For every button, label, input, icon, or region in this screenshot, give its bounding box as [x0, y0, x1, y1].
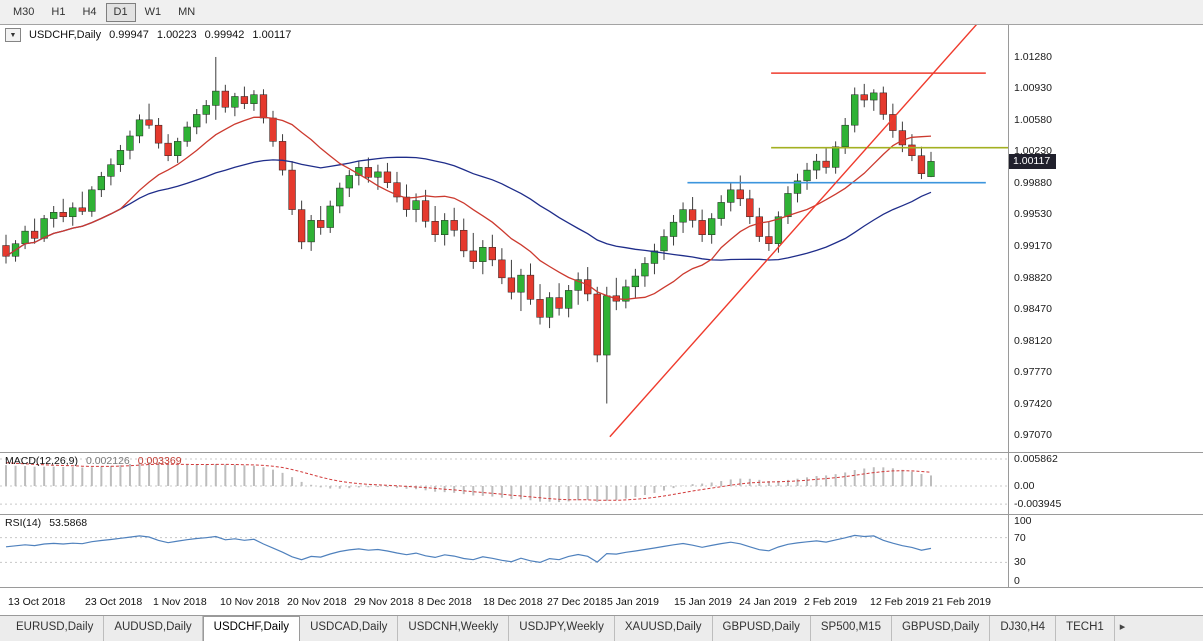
price-axis-label: 1.01280 — [1014, 51, 1052, 63]
date-axis-label: 18 Dec 2018 — [483, 596, 543, 608]
current-price-tag: 1.00117 — [1009, 154, 1057, 169]
date-axis-label: 29 Nov 2018 — [354, 596, 414, 608]
chart-tab-usdjpy-weekly[interactable]: USDJPY,Weekly — [509, 616, 615, 641]
date-axis-label: 23 Oct 2018 — [85, 596, 143, 608]
price-axis-label: 0.99880 — [1014, 177, 1052, 189]
timeframe-button-m30[interactable]: M30 — [5, 3, 42, 22]
chart-tab-usdchf-daily[interactable]: USDCHF,Daily — [202, 616, 301, 641]
date-axis-label: 13 Oct 2018 — [8, 596, 66, 608]
chart-tab-audusd-daily[interactable]: AUDUSD,Daily — [104, 616, 203, 641]
rsi-axis-label: 100 — [1014, 515, 1032, 527]
rsi-label: RSI(14) 53.5868 — [5, 517, 87, 529]
price-axis-label: 0.97070 — [1014, 429, 1052, 441]
date-axis-label: 15 Jan 2019 — [674, 596, 732, 608]
timeframe-button-w1[interactable]: W1 — [137, 3, 170, 22]
price-chart-canvas[interactable] — [0, 25, 1008, 452]
timeframe-button-mn[interactable]: MN — [170, 3, 203, 22]
chart-tab-gbpusd-daily[interactable]: GBPUSD,Daily — [713, 616, 811, 641]
chart-tab-sp500-m15[interactable]: SP500,M15 — [811, 616, 892, 641]
date-axis-label: 10 Nov 2018 — [220, 596, 280, 608]
chart-tab-gbpusd-daily[interactable]: GBPUSD,Daily — [892, 616, 991, 641]
macd-label: MACD(12,26,9) 0.002126 0.003369 — [5, 455, 182, 467]
rsi-indicator-panel: RSI(14) 53.5868 100 70 30 0 — [0, 515, 1203, 588]
ohlc-high: 1.00223 — [156, 29, 197, 41]
tab-scroll-right-icon[interactable]: ▸ — [1119, 621, 1126, 633]
timeframe-button-h1[interactable]: H1 — [43, 3, 73, 22]
price-axis-label: 1.00580 — [1014, 114, 1052, 126]
ohlc-close: 1.00117 — [252, 29, 292, 41]
price-axis-label: 0.97770 — [1014, 366, 1052, 378]
macd-axis-label: 0.00 — [1014, 480, 1035, 492]
chart-tab-usdcad-daily[interactable]: USDCAD,Daily — [300, 616, 399, 641]
macd-signal-value: 0.003369 — [137, 455, 182, 467]
macd-name: MACD(12,26,9) — [5, 455, 78, 467]
date-axis-label: 8 Dec 2018 — [418, 596, 472, 608]
rsi-axis-label: 30 — [1014, 556, 1026, 568]
price-axis-label: 0.98470 — [1014, 303, 1052, 315]
macd-main-value: 0.002126 — [85, 455, 130, 467]
ohlc-open: 0.99947 — [109, 29, 149, 41]
date-axis[interactable]: 13 Oct 2018 23 Oct 2018 1 Nov 2018 10 Nov 2… — [0, 588, 1203, 616]
rsi-axis: 100 70 30 0 — [1008, 515, 1203, 587]
timeframe-toolbar: M30 H1 H4 D1 W1 MN — [0, 0, 1203, 25]
chart-tab-bar: EURUSD,Daily AUDUSD,Daily USDCHF,Daily USDC… — [0, 616, 1203, 641]
price-chart-panel: ▼ USDCHF,Daily 0.99947 1.00223 0.99942 1… — [0, 25, 1203, 453]
macd-axis: 0.005862 0.00 -0.003945 — [1008, 453, 1203, 514]
chart-dropdown-button[interactable]: ▼ — [5, 28, 21, 42]
price-axis-label: 0.97420 — [1014, 398, 1052, 410]
chart-tab-eurusd-daily[interactable]: EURUSD,Daily — [6, 616, 105, 641]
date-axis-label: 27 Dec 2018 — [547, 596, 607, 608]
date-axis-label: 24 Jan 2019 — [739, 596, 797, 608]
macd-axis-label: 0.005862 — [1014, 453, 1058, 465]
chart-tab-xauusd-daily[interactable]: XAUUSD,Daily — [615, 616, 713, 641]
rsi-axis-label: 0 — [1014, 575, 1020, 587]
price-axis-label: 0.99170 — [1014, 240, 1052, 252]
rsi-axis-label: 70 — [1014, 532, 1026, 544]
date-axis-label: 5 Jan 2019 — [607, 596, 659, 608]
macd-indicator-panel: MACD(12,26,9) 0.002126 0.003369 0.005862… — [0, 453, 1203, 515]
chart-tab-usdcnh-weekly[interactable]: USDCNH,Weekly — [398, 616, 510, 641]
rsi-canvas[interactable] — [0, 515, 1008, 587]
macd-canvas[interactable] — [0, 453, 1008, 514]
price-axis-label: 0.99530 — [1014, 208, 1052, 220]
timeframe-button-d1[interactable]: D1 — [105, 2, 136, 22]
price-axis-label: 1.00930 — [1014, 82, 1052, 94]
chart-ohlc-label: ▼ USDCHF,Daily 0.99947 1.00223 0.99942 1… — [5, 28, 291, 42]
date-axis-label: 21 Feb 2019 — [932, 596, 991, 608]
ohlc-low: 0.99942 — [204, 29, 245, 41]
timeframe-button-h4[interactable]: H4 — [74, 3, 104, 22]
date-axis-label: 12 Feb 2019 — [870, 596, 929, 608]
date-axis-label: 1 Nov 2018 — [153, 596, 207, 608]
price-axis: 1.01280 1.00930 1.00580 1.00230 0.99880 0.995… — [1008, 25, 1203, 452]
chart-tab-dj30-h4[interactable]: DJ30,H4 — [990, 616, 1057, 641]
chart-symbol-label: USDCHF,Daily — [29, 29, 102, 41]
chart-tab-tech1[interactable]: TECH1 — [1056, 616, 1115, 641]
rsi-name: RSI(14) — [5, 517, 42, 529]
date-axis-label: 20 Nov 2018 — [287, 596, 347, 608]
rsi-value: 53.5868 — [49, 517, 88, 529]
price-axis-label: 0.98820 — [1014, 272, 1052, 284]
date-axis-label: 2 Feb 2019 — [804, 596, 858, 608]
macd-axis-label: -0.003945 — [1014, 498, 1062, 510]
price-axis-label: 0.98120 — [1014, 335, 1052, 347]
